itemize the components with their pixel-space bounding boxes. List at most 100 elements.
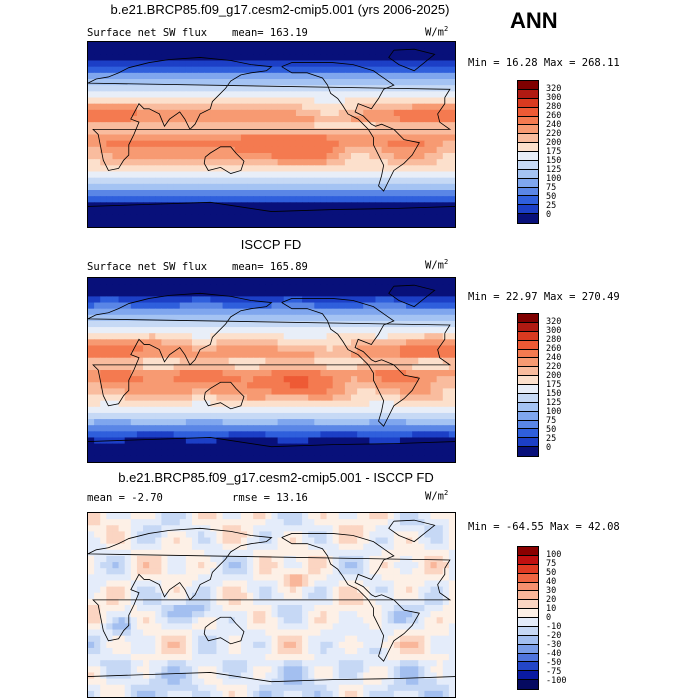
field-cell [308,357,315,365]
field-cell [412,345,419,353]
field-cell [424,208,432,216]
field-cell [375,54,383,62]
field-cell [351,128,358,136]
field-cell [118,574,126,581]
colorbar-swatch [518,178,538,188]
field-cell [369,431,376,438]
field-cell [167,635,175,643]
field-cell [436,531,444,539]
field-cell [351,159,358,166]
field-cell [216,333,224,340]
field-cell [344,202,352,210]
field-cell [247,308,254,316]
field-cell [308,171,315,179]
field-cell [100,196,107,203]
field-cell [179,357,187,365]
field-cell [436,406,444,414]
field-cell [387,592,395,600]
field-cell [191,605,199,612]
field-cell [112,592,120,600]
field-cell [399,443,407,451]
field-cell [118,122,126,129]
field-cell [393,580,401,588]
field-cell [88,351,95,359]
field-cell [418,140,425,148]
field-cell [161,455,169,462]
field-cell [393,525,401,532]
field-cell [234,555,242,563]
field-cell [130,574,138,581]
field-cell [418,66,425,74]
field-cell [173,531,181,539]
field-cell [112,425,120,432]
field-cell [161,443,169,451]
field-cell [118,97,126,105]
field-cell [393,66,401,74]
field-cell [253,382,260,389]
field-cell [393,290,401,297]
field-cell [424,443,432,451]
field-cell [326,400,334,408]
field-cell [240,308,248,316]
field-cell [295,327,303,334]
field-cell [130,66,138,74]
field-cell [326,388,334,396]
field-cell [448,592,455,600]
field-cell [149,641,156,649]
field-cell [130,431,138,438]
field-cell [210,617,217,624]
field-cell [406,171,413,179]
field-cell [277,412,285,420]
field-cell [393,116,401,123]
field-cell [179,66,187,74]
field-cell [216,72,224,80]
field-cell [424,128,432,136]
field-cell [424,376,432,383]
field-cell [240,109,248,117]
field-cell [436,79,444,86]
field-cell [240,196,248,203]
field-cell [179,42,187,49]
field-cell [430,351,438,359]
field-cell [88,60,95,68]
field-cell [357,296,364,304]
field-cell [143,425,150,432]
field-cell [375,537,383,545]
field-cell [136,72,144,80]
field-cell [399,406,407,414]
field-cell [100,431,107,438]
field-cell [289,134,297,142]
field-cell [387,327,395,334]
field-cell [271,537,279,545]
field-cell [418,574,425,581]
field-cell [149,79,156,86]
field-cell [173,103,181,111]
field-cell [130,537,138,545]
field-cell [277,525,285,532]
field-cell [289,382,297,389]
field-cell [271,42,279,49]
field-cell [357,327,364,334]
field-cell [216,586,224,594]
field-cell [130,351,138,359]
field-cell [375,431,383,438]
field-cell [222,394,230,402]
field-cell [442,345,450,353]
field-cell [332,549,340,557]
field-cell [191,320,199,328]
field-cell [448,91,455,99]
field-cell [167,412,175,420]
field-cell [289,568,297,575]
field-cell [259,79,266,86]
field-cell [155,48,162,55]
field-cell [448,296,455,304]
field-cell [155,525,162,532]
field-cell [393,376,401,383]
field-cell [363,42,370,49]
field-cell [351,171,358,179]
field-cell [198,308,205,316]
field-cell [436,134,444,142]
field-cell [136,140,144,148]
field-cell [228,128,236,136]
field-cell [399,382,407,389]
